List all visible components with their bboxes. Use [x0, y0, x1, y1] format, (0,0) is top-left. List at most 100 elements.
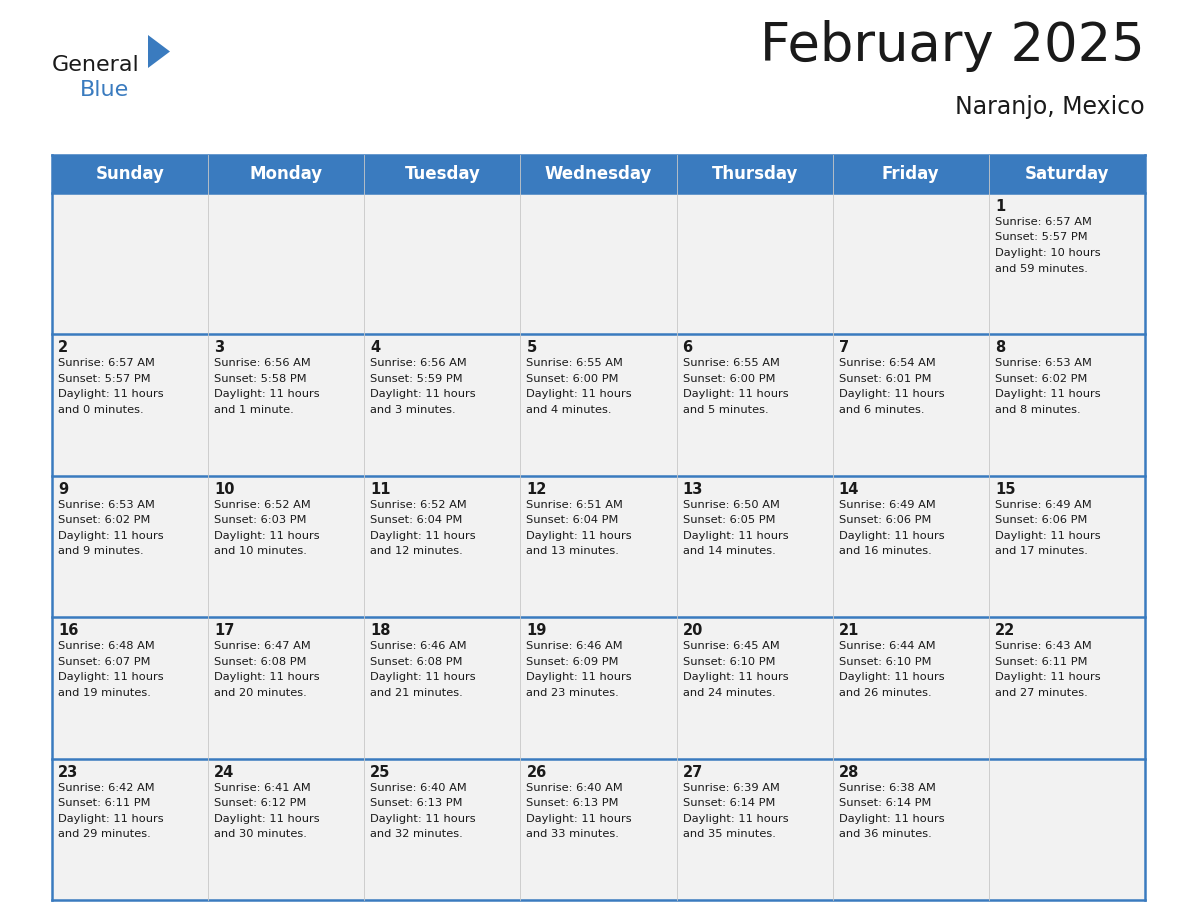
Text: Sunset: 6:08 PM: Sunset: 6:08 PM: [214, 656, 307, 666]
Text: Sunset: 6:13 PM: Sunset: 6:13 PM: [371, 798, 463, 808]
Text: 25: 25: [371, 765, 391, 779]
Text: and 35 minutes.: and 35 minutes.: [683, 829, 776, 839]
Bar: [52, 476, 1145, 617]
Text: Sunrise: 6:43 AM: Sunrise: 6:43 AM: [994, 641, 1092, 651]
Text: 19: 19: [526, 623, 546, 638]
Text: 24: 24: [214, 765, 234, 779]
Text: and 26 minutes.: and 26 minutes.: [839, 688, 931, 698]
Text: 18: 18: [371, 623, 391, 638]
Text: Daylight: 11 hours: Daylight: 11 hours: [214, 389, 320, 399]
Text: Daylight: 11 hours: Daylight: 11 hours: [371, 672, 476, 682]
Text: Sunset: 6:10 PM: Sunset: 6:10 PM: [683, 656, 775, 666]
Text: Daylight: 11 hours: Daylight: 11 hours: [839, 672, 944, 682]
Text: Daylight: 11 hours: Daylight: 11 hours: [214, 672, 320, 682]
Text: Daylight: 11 hours: Daylight: 11 hours: [371, 531, 476, 541]
Text: Sunrise: 6:54 AM: Sunrise: 6:54 AM: [839, 358, 935, 368]
Text: Sunrise: 6:51 AM: Sunrise: 6:51 AM: [526, 499, 624, 509]
Text: Sunset: 6:10 PM: Sunset: 6:10 PM: [839, 656, 931, 666]
Text: Daylight: 11 hours: Daylight: 11 hours: [994, 389, 1100, 399]
Text: Daylight: 11 hours: Daylight: 11 hours: [526, 672, 632, 682]
Text: Sunset: 6:08 PM: Sunset: 6:08 PM: [371, 656, 463, 666]
Text: 7: 7: [839, 341, 849, 355]
Text: Daylight: 11 hours: Daylight: 11 hours: [58, 672, 164, 682]
Text: Daylight: 11 hours: Daylight: 11 hours: [839, 813, 944, 823]
Text: Sunset: 6:03 PM: Sunset: 6:03 PM: [214, 515, 307, 525]
Text: Daylight: 11 hours: Daylight: 11 hours: [526, 389, 632, 399]
Text: and 29 minutes.: and 29 minutes.: [58, 829, 151, 839]
Text: Sunset: 6:13 PM: Sunset: 6:13 PM: [526, 798, 619, 808]
Text: and 36 minutes.: and 36 minutes.: [839, 829, 931, 839]
Text: and 30 minutes.: and 30 minutes.: [214, 829, 307, 839]
Text: Sunset: 6:02 PM: Sunset: 6:02 PM: [994, 374, 1087, 384]
Text: February 2025: February 2025: [760, 20, 1145, 72]
Text: 11: 11: [371, 482, 391, 497]
Text: Sunset: 6:04 PM: Sunset: 6:04 PM: [526, 515, 619, 525]
Bar: [52, 617, 1145, 758]
Text: 14: 14: [839, 482, 859, 497]
Text: Sunday: Sunday: [95, 165, 164, 183]
Text: Sunrise: 6:52 AM: Sunrise: 6:52 AM: [371, 499, 467, 509]
Text: 23: 23: [58, 765, 78, 779]
Text: Sunrise: 6:55 AM: Sunrise: 6:55 AM: [526, 358, 624, 368]
Text: 2: 2: [58, 341, 68, 355]
Text: 6: 6: [683, 341, 693, 355]
Text: Sunrise: 6:55 AM: Sunrise: 6:55 AM: [683, 358, 779, 368]
Text: Sunrise: 6:50 AM: Sunrise: 6:50 AM: [683, 499, 779, 509]
Text: and 13 minutes.: and 13 minutes.: [526, 546, 619, 556]
Text: and 0 minutes.: and 0 minutes.: [58, 405, 144, 415]
Text: and 27 minutes.: and 27 minutes.: [994, 688, 1087, 698]
Text: Sunset: 6:06 PM: Sunset: 6:06 PM: [994, 515, 1087, 525]
Text: and 19 minutes.: and 19 minutes.: [58, 688, 151, 698]
Text: General: General: [52, 55, 140, 75]
Text: Sunrise: 6:52 AM: Sunrise: 6:52 AM: [214, 499, 311, 509]
Text: Sunset: 6:12 PM: Sunset: 6:12 PM: [214, 798, 307, 808]
Text: Sunrise: 6:49 AM: Sunrise: 6:49 AM: [994, 499, 1092, 509]
Text: 28: 28: [839, 765, 859, 779]
Text: Sunrise: 6:53 AM: Sunrise: 6:53 AM: [58, 499, 154, 509]
Text: 16: 16: [58, 623, 78, 638]
Text: Daylight: 11 hours: Daylight: 11 hours: [526, 813, 632, 823]
Text: Daylight: 11 hours: Daylight: 11 hours: [58, 531, 164, 541]
Text: and 23 minutes.: and 23 minutes.: [526, 688, 619, 698]
Text: Sunset: 5:58 PM: Sunset: 5:58 PM: [214, 374, 307, 384]
Text: and 21 minutes.: and 21 minutes.: [371, 688, 463, 698]
Text: Daylight: 11 hours: Daylight: 11 hours: [58, 389, 164, 399]
Text: 8: 8: [994, 341, 1005, 355]
Text: Daylight: 11 hours: Daylight: 11 hours: [214, 813, 320, 823]
Text: 5: 5: [526, 341, 537, 355]
Text: and 8 minutes.: and 8 minutes.: [994, 405, 1080, 415]
Text: Sunrise: 6:42 AM: Sunrise: 6:42 AM: [58, 783, 154, 792]
Text: and 10 minutes.: and 10 minutes.: [214, 546, 307, 556]
Text: Sunrise: 6:56 AM: Sunrise: 6:56 AM: [214, 358, 311, 368]
Text: 20: 20: [683, 623, 703, 638]
Bar: [52, 193, 1145, 334]
Polygon shape: [148, 35, 170, 68]
Text: 15: 15: [994, 482, 1016, 497]
Text: and 14 minutes.: and 14 minutes.: [683, 546, 776, 556]
Text: and 24 minutes.: and 24 minutes.: [683, 688, 776, 698]
Text: 17: 17: [214, 623, 234, 638]
Text: Saturday: Saturday: [1025, 165, 1110, 183]
Text: Sunset: 5:57 PM: Sunset: 5:57 PM: [994, 232, 1087, 242]
Text: and 12 minutes.: and 12 minutes.: [371, 546, 463, 556]
Text: and 9 minutes.: and 9 minutes.: [58, 546, 144, 556]
Text: Daylight: 11 hours: Daylight: 11 hours: [839, 531, 944, 541]
Text: and 1 minute.: and 1 minute.: [214, 405, 293, 415]
Text: Sunset: 6:14 PM: Sunset: 6:14 PM: [839, 798, 931, 808]
Text: Sunrise: 6:38 AM: Sunrise: 6:38 AM: [839, 783, 936, 792]
Text: Sunrise: 6:49 AM: Sunrise: 6:49 AM: [839, 499, 935, 509]
Text: Sunset: 6:02 PM: Sunset: 6:02 PM: [58, 515, 151, 525]
Text: 26: 26: [526, 765, 546, 779]
Text: Sunset: 6:04 PM: Sunset: 6:04 PM: [371, 515, 462, 525]
Text: Sunrise: 6:57 AM: Sunrise: 6:57 AM: [58, 358, 154, 368]
Text: Sunrise: 6:53 AM: Sunrise: 6:53 AM: [994, 358, 1092, 368]
Text: Sunset: 5:59 PM: Sunset: 5:59 PM: [371, 374, 463, 384]
Text: and 32 minutes.: and 32 minutes.: [371, 829, 463, 839]
Text: 10: 10: [214, 482, 235, 497]
Text: and 17 minutes.: and 17 minutes.: [994, 546, 1088, 556]
Text: and 59 minutes.: and 59 minutes.: [994, 263, 1088, 274]
Text: Sunrise: 6:39 AM: Sunrise: 6:39 AM: [683, 783, 779, 792]
Text: Sunrise: 6:40 AM: Sunrise: 6:40 AM: [526, 783, 624, 792]
Text: Sunrise: 6:48 AM: Sunrise: 6:48 AM: [58, 641, 154, 651]
Text: and 4 minutes.: and 4 minutes.: [526, 405, 612, 415]
